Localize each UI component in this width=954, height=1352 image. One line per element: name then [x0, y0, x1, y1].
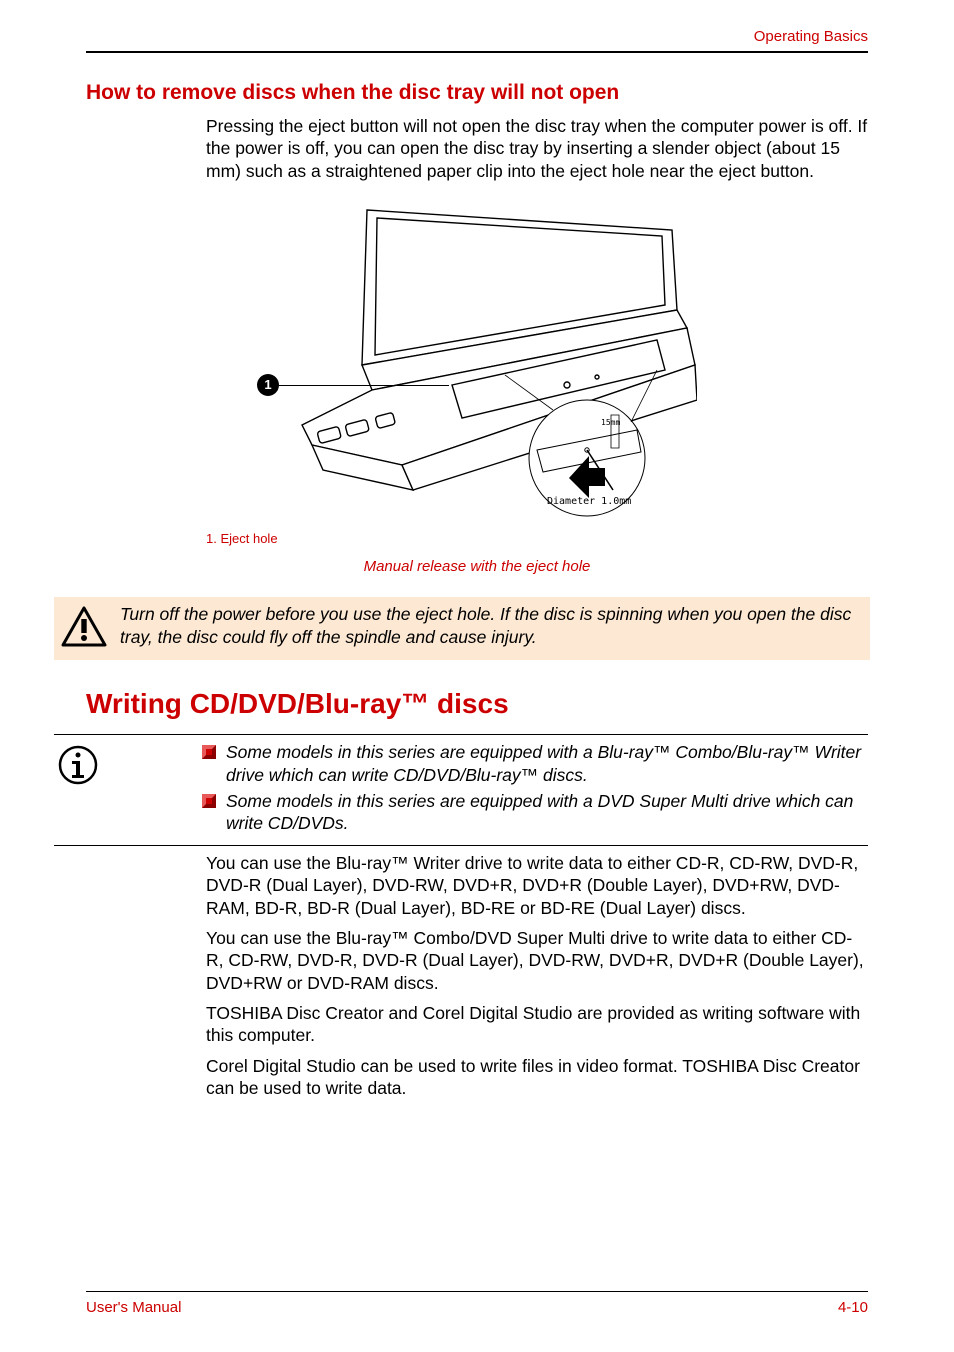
info-bullet-1-text: Some models in this series are equipped … [226, 741, 868, 786]
header-rule [86, 51, 868, 53]
header-section-label: Operating Basics [86, 28, 868, 51]
heading-remove-discs: How to remove discs when the disc tray w… [86, 81, 868, 105]
info-bullet-1: Some models in this series are equipped … [202, 741, 868, 786]
figure-caption: Manual release with the eject hole [86, 558, 868, 575]
bullet-square-icon [202, 745, 216, 759]
inset-label-15mm: 15mm [601, 418, 620, 427]
warning-icon [60, 603, 108, 654]
figure-legend: 1. Eject hole [206, 531, 868, 546]
warning-note: Turn off the power before you use the ej… [54, 597, 870, 660]
bullet-square-icon [202, 794, 216, 808]
info-icon [54, 741, 102, 839]
para-bluray-combo: You can use the Blu-ray™ Combo/DVD Super… [206, 927, 868, 994]
para-bluray-writer: You can use the Blu-ray™ Writer drive to… [206, 852, 868, 919]
para-corel-toshiba: Corel Digital Studio can be used to writ… [206, 1055, 868, 1100]
info-bullet-2-text: Some models in this series are equipped … [226, 790, 868, 835]
callout-number-1: 1 [257, 374, 279, 396]
inset-label-diameter: Diameter 1.0mm [547, 496, 631, 507]
figure-manual-release: 1 [86, 200, 868, 525]
footer-left: User's Manual [86, 1299, 181, 1316]
intro-paragraph: Pressing the eject button will not open … [206, 115, 868, 182]
callout-leader-line [279, 385, 449, 386]
footer-right: 4-10 [838, 1299, 868, 1316]
para-software: TOSHIBA Disc Creator and Corel Digital S… [206, 1002, 868, 1047]
info-note: Some models in this series are equipped … [54, 734, 868, 846]
laptop-drive-illustration: 15mm Diameter 1.0mm [257, 200, 697, 525]
info-bullet-2: Some models in this series are equipped … [202, 790, 868, 835]
warning-text: Turn off the power before you use the ej… [120, 603, 864, 654]
heading-writing-discs: Writing CD/DVD/Blu-ray™ discs [86, 688, 868, 720]
